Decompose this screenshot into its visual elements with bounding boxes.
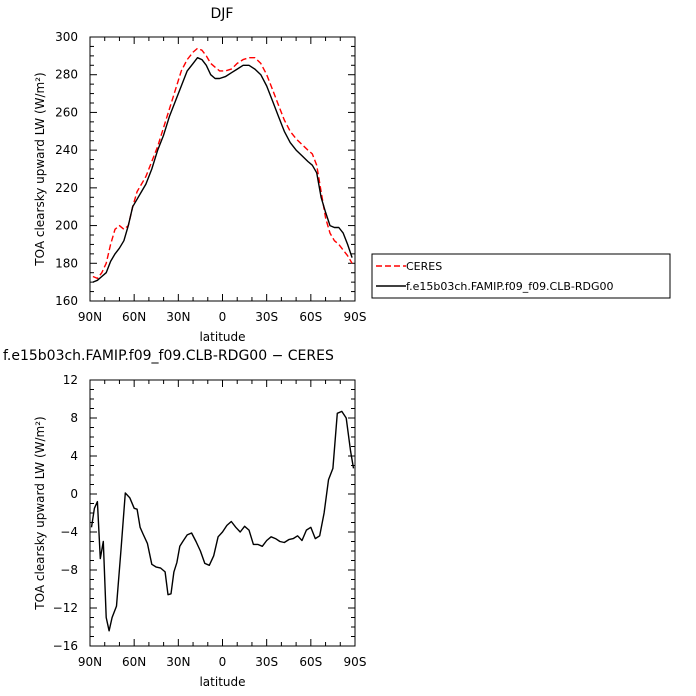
x-axis-label: latitude	[199, 675, 245, 689]
y-tick-label: 300	[55, 30, 78, 44]
legend-box	[371, 253, 671, 299]
x-tick-label: 0	[219, 310, 227, 324]
x-tick-label: 60N	[122, 655, 146, 669]
x-tick-label: 90N	[78, 655, 102, 669]
y-tick-label: 260	[55, 105, 78, 119]
series-line-1	[92, 57, 353, 283]
x-axis-label: latitude	[199, 330, 245, 344]
y-tick-label: 12	[63, 373, 78, 387]
y-tick-label: 8	[70, 411, 78, 425]
y-tick-label: −16	[53, 639, 78, 653]
y-tick-label: −8	[60, 563, 78, 577]
legend-entry-1: f.e15b03ch.FAMIP.f09_f09.CLB-RDG00	[406, 280, 614, 293]
panel-bottom: f.e15b03ch.FAMIP.f09_f09.CLB-RDG00 − CER…	[3, 348, 366, 689]
chart-title: f.e15b03ch.FAMIP.f09_f09.CLB-RDG00 − CER…	[3, 348, 334, 364]
y-tick-label: −4	[60, 525, 78, 539]
panel-top: DJF 160 180 200 220 240 260 280 300 90N 60N 30N 0 30S…	[33, 6, 366, 344]
legend-entry-0: CERES	[406, 260, 442, 273]
series-line-0	[90, 410, 355, 632]
x-tick-label: 30N	[166, 655, 190, 669]
legend: CERES f.e15b03ch.FAMIP.f09_f09.CLB-RDG00	[371, 253, 671, 299]
chart-title: DJF	[211, 6, 234, 22]
x-tick-label: 60S	[299, 310, 322, 324]
x-tick-label: 60N	[122, 310, 146, 324]
plot-frame	[89, 379, 356, 647]
y-axis-label: TOA clearsky upward LW (W/m²)	[33, 416, 47, 610]
y-tick-label: −12	[53, 601, 78, 615]
x-tick-label: 30S	[255, 655, 278, 669]
x-tick-label: 0	[219, 655, 227, 669]
y-tick-label: 180	[55, 256, 78, 270]
y-tick-label: 200	[55, 219, 78, 233]
x-tick-label: 30N	[166, 310, 190, 324]
x-tick-label: 30S	[255, 310, 278, 324]
x-tick-label: 90S	[344, 310, 367, 324]
y-tick-label: 0	[70, 487, 78, 501]
y-tick-label: 160	[55, 294, 78, 308]
y-tick-label: 4	[70, 449, 78, 463]
y-tick-label: 240	[55, 143, 78, 157]
series-line-0	[92, 47, 353, 280]
y-tick-label: 220	[55, 181, 78, 195]
x-tick-label: 90S	[344, 655, 367, 669]
y-axis-label: TOA clearsky upward LW (W/m²)	[33, 72, 47, 266]
y-tick-label: 280	[55, 68, 78, 82]
x-tick-label: 90N	[78, 310, 102, 324]
x-tick-label: 60S	[299, 655, 322, 669]
